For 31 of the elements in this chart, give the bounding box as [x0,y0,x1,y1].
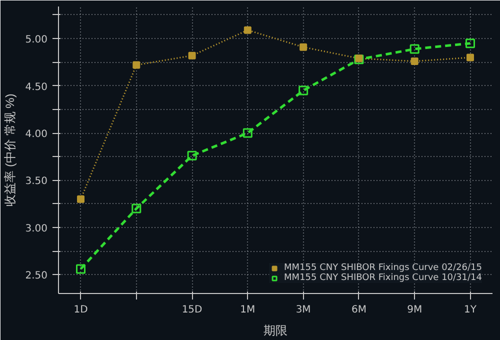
point [242,128,252,138]
y-axis-title: 收益率 (中价 常规 %) [3,94,18,206]
x-tick-label: 9M [407,304,422,316]
point [187,150,197,160]
point [132,61,140,69]
y-tick-label: 3.50 [25,176,48,188]
y-tick-label: 5.00 [25,34,48,46]
point [466,54,474,62]
point [76,264,86,274]
point [132,204,142,214]
point [244,26,252,34]
point [188,52,196,60]
point [298,86,308,96]
legend-label: MM155 CNY SHIBOR Fixings Curve 02/26/15 [284,263,482,273]
point [300,43,308,51]
point [77,195,85,203]
legend-label: MM155 CNY SHIBOR Fixings Curve 10/31/14 [284,273,482,283]
x-axis-title: 期限 [264,324,288,338]
point [410,58,418,66]
x-tick-label: 6M [351,304,366,316]
point [410,44,420,54]
point [465,38,475,48]
y-tick-label: 3.00 [25,223,48,234]
x-tick-label: 3M [296,304,311,316]
x-tick-label: 15D [182,304,203,316]
y-tick-label: 4.00 [25,129,48,140]
x-tick-label: 1Y [464,304,478,316]
y-tick-label: 4.50 [25,82,48,93]
x-tick-label: 1D [74,304,88,316]
x-tick-label: 1M [240,304,256,316]
y-tick-label: 2.50 [25,270,48,282]
